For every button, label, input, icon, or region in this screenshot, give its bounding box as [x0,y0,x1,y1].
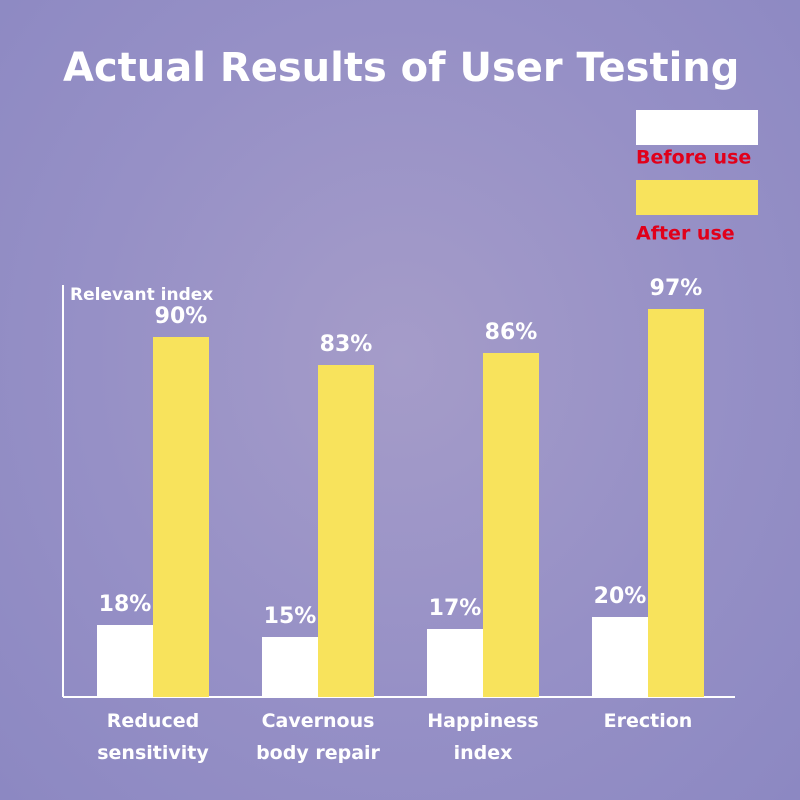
value-label: 18% [99,592,152,617]
bar [592,617,648,697]
y-axis-label: Relevant index [70,285,213,305]
value-label: 86% [485,320,538,345]
value-label: 15% [264,604,317,629]
x-tick-label: Erection [603,710,693,732]
bar [427,629,483,697]
value-label: 90% [155,304,208,329]
legend-swatch [636,110,758,145]
value-label: 17% [429,596,482,621]
bar [153,337,209,697]
x-tick-label: Cavernous body repair [256,710,380,764]
legend-swatch [636,180,758,215]
bar [97,625,153,697]
bar [318,365,374,697]
bar [648,309,704,697]
legend-label: Before use [636,147,751,169]
chart-title: Actual Results of User Testing [63,45,739,91]
value-label: 97% [650,276,703,301]
value-label: 20% [594,584,647,609]
legend-label: After use [636,223,735,245]
bar [483,353,539,697]
x-tick-label: Happiness index [427,710,539,764]
x-tick-label: Reduced sensitivity [97,710,209,764]
value-label: 83% [320,332,373,357]
bar [262,637,318,697]
